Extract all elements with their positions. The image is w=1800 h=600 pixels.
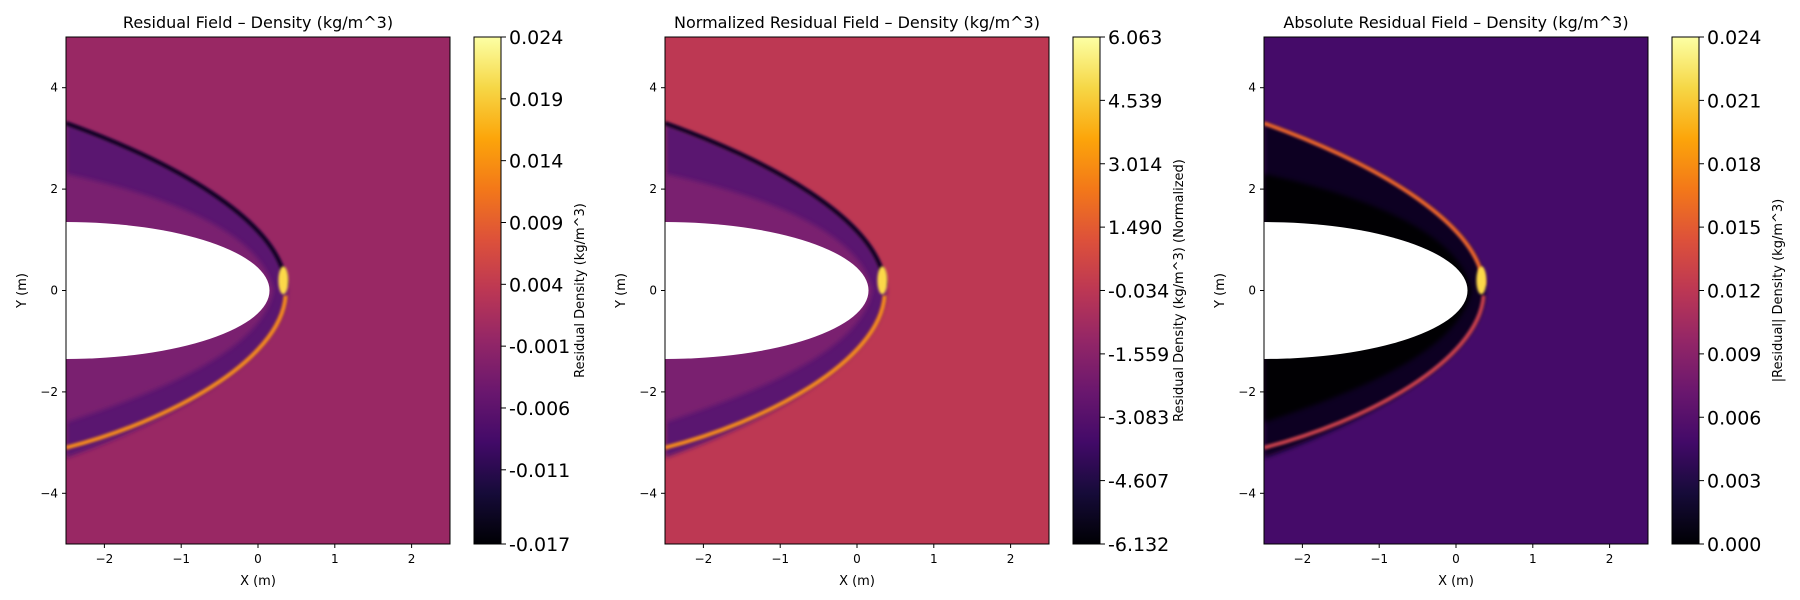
y-tick-label: 2 xyxy=(50,182,58,196)
chart-title: Absolute Residual Field – Density (kg/m^… xyxy=(1283,13,1628,32)
shock-nose xyxy=(1476,266,1487,295)
y-tick-label: 4 xyxy=(1248,81,1256,95)
colorbar-label: Residual Density (kg/m^3) (Normalized) xyxy=(1172,159,1187,422)
x-axis-label: X (m) xyxy=(839,574,875,589)
colorbar-label: |Residual| Density (kg/m^3) xyxy=(1771,199,1786,382)
y-tick-label: 4 xyxy=(50,81,58,95)
colorbar-tick-label: -0.034 xyxy=(1108,280,1169,302)
x-tick-label: 0 xyxy=(254,552,262,566)
x-tick-label: −2 xyxy=(96,552,114,566)
y-tick-label: 0 xyxy=(649,284,657,298)
colorbar-tick-label: -0.011 xyxy=(509,460,570,482)
heatmap-field xyxy=(1264,37,1648,544)
colorbar-tick-label: -1.559 xyxy=(1108,344,1169,366)
x-tick-label: 1 xyxy=(331,552,339,566)
colorbar xyxy=(473,36,502,545)
x-tick-label: −1 xyxy=(172,552,190,566)
panel-3: −2 −1 0 1 2 −4 −2 0 2 4 Absolute Residual Field – … xyxy=(1213,13,1786,589)
colorbar-tick-label: 0.004 xyxy=(509,274,563,296)
colorbar-tick-label: 0.019 xyxy=(509,89,563,111)
shock-line-lower xyxy=(665,295,887,450)
x-tick-label: 2 xyxy=(1606,552,1614,566)
colorbar-tick-label: 6.063 xyxy=(1108,27,1162,49)
y-tick-label: −4 xyxy=(1238,486,1256,500)
colorbar-tick-label: 0.015 xyxy=(1707,217,1761,239)
colorbar xyxy=(1671,36,1700,545)
x-tick-label: −1 xyxy=(1370,552,1388,566)
colorbar-tick-label: -3.083 xyxy=(1108,407,1169,429)
y-axis-label: Y (m) xyxy=(614,273,629,309)
colorbar-tick-label: 0.021 xyxy=(1707,90,1761,112)
x-tick-label: −1 xyxy=(771,552,789,566)
x-tick-label: 2 xyxy=(408,552,416,566)
colorbar-tick-label: 0.009 xyxy=(509,212,563,234)
colorbar-tick-label: 0.024 xyxy=(509,27,563,49)
heatmap-field xyxy=(665,37,1049,544)
chart-title: Residual Field – Density (kg/m^3) xyxy=(123,13,393,32)
panel-1: −2 −1 0 1 2 −4 −2 0 2 4 Residual Field – Density (… xyxy=(15,13,588,589)
y-tick-label: 2 xyxy=(649,182,657,196)
x-tick-label: 2 xyxy=(1007,552,1015,566)
x-tick-label: 0 xyxy=(853,552,861,566)
colorbar-label: Residual Density (kg/m^3) xyxy=(573,203,588,378)
colorbar-tick-label: 3.014 xyxy=(1108,154,1162,176)
shock-nose xyxy=(877,266,888,295)
colorbar xyxy=(1072,36,1101,545)
shock-nose xyxy=(278,266,289,295)
colorbar-tick-label: -0.017 xyxy=(509,534,570,556)
x-tick-label: −2 xyxy=(695,552,713,566)
y-tick-label: 2 xyxy=(1248,182,1256,196)
y-tick-label: −2 xyxy=(1238,385,1256,399)
y-axis-label: Y (m) xyxy=(15,273,30,309)
colorbar-tick-label: 0.018 xyxy=(1707,154,1761,176)
shock-line-lower xyxy=(1264,295,1486,450)
colorbar-tick-label: 0.000 xyxy=(1707,534,1761,556)
shock-line-upper xyxy=(665,121,887,286)
y-tick-label: −2 xyxy=(639,385,657,399)
y-tick-label: 0 xyxy=(50,284,58,298)
colorbar-tick-label: 0.006 xyxy=(1707,407,1761,429)
colorbar-tick-label: 0.014 xyxy=(509,151,563,173)
colorbar-tick-label: -4.607 xyxy=(1108,471,1169,493)
colorbar-tick-label: 1.490 xyxy=(1108,217,1162,239)
shock-line-upper xyxy=(66,121,288,286)
y-tick-label: 0 xyxy=(1248,284,1256,298)
x-axis-label: X (m) xyxy=(1438,574,1474,589)
x-tick-label: 0 xyxy=(1452,552,1460,566)
colorbar-tick-label: 4.539 xyxy=(1108,90,1162,112)
chart-title: Normalized Residual Field – Density (kg/… xyxy=(674,13,1040,32)
y-tick-label: −4 xyxy=(639,486,657,500)
x-tick-label: 1 xyxy=(930,552,938,566)
shock-line-lower xyxy=(66,295,288,450)
colorbar-tick-label: -0.006 xyxy=(509,398,570,420)
x-tick-label: 1 xyxy=(1529,552,1537,566)
x-axis-label: X (m) xyxy=(240,574,276,589)
x-tick-label: −2 xyxy=(1294,552,1312,566)
y-tick-label: 4 xyxy=(649,81,657,95)
colorbar-tick-label: -0.001 xyxy=(509,336,570,358)
shock-line-upper xyxy=(1264,121,1486,286)
colorbar-tick-label: 0.024 xyxy=(1707,27,1761,49)
y-tick-label: −2 xyxy=(40,385,58,399)
y-tick-label: −4 xyxy=(40,486,58,500)
heatmap-field xyxy=(66,37,450,544)
body-region xyxy=(1264,222,1468,359)
colorbar-tick-label: 0.012 xyxy=(1707,281,1761,303)
colorbar-tick-label: 0.003 xyxy=(1707,471,1761,493)
colorbar-tick-label: 0.009 xyxy=(1707,344,1761,366)
body-region xyxy=(665,222,869,359)
y-axis-label: Y (m) xyxy=(1213,273,1228,309)
colorbar-tick-label: -6.132 xyxy=(1108,534,1169,556)
body-region xyxy=(66,222,270,359)
panel-2: −2 −1 0 1 2 −4 −2 0 2 4 Normalized Residual Field … xyxy=(614,13,1187,589)
